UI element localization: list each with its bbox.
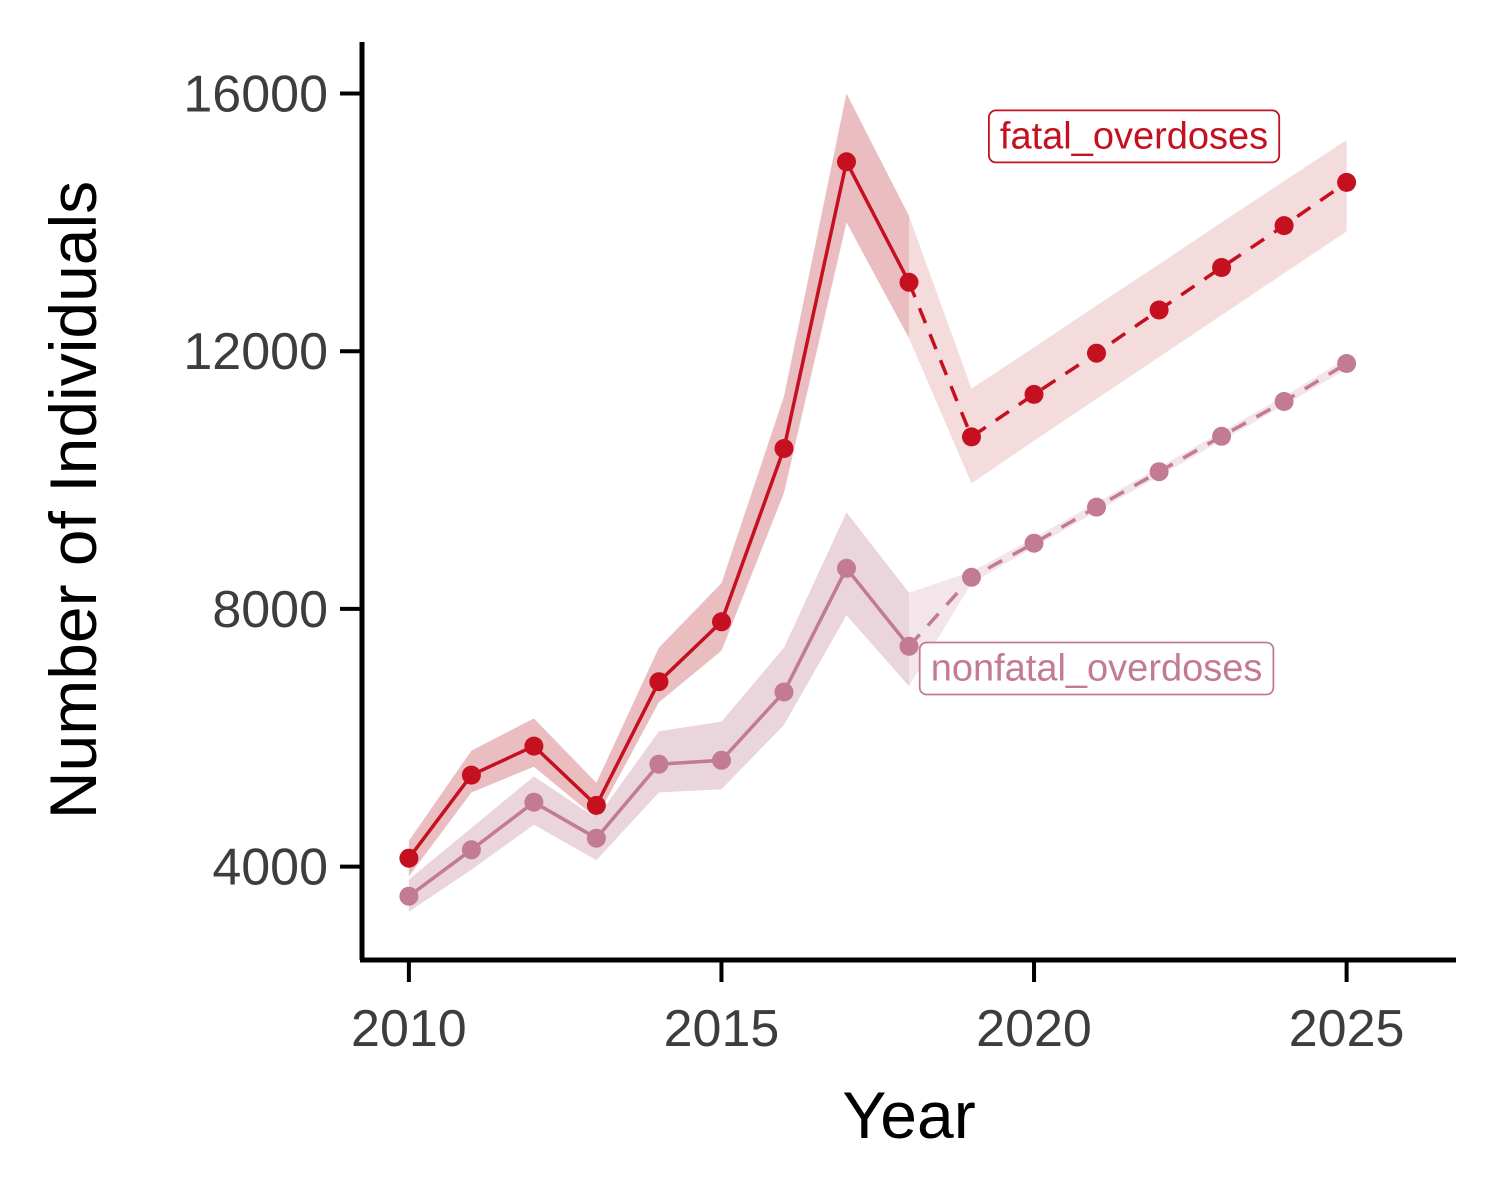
fatal_overdoses-point	[399, 848, 419, 868]
y-axis-title: Number of Individuals	[36, 181, 110, 819]
x-tick-label: 2025	[1289, 1000, 1405, 1058]
series-points	[399, 152, 1357, 906]
series-label-box	[988, 109, 1281, 164]
x-tick-label: 2010	[351, 1000, 467, 1058]
nonfatal_overdoses-observed-band	[408, 512, 909, 912]
nonfatal_overdoses-point	[1212, 426, 1232, 446]
fatal_overdoses-point	[1274, 216, 1294, 236]
fatal_overdoses-point	[524, 736, 544, 756]
series-labels: fatal_overdoses nonfatal_overdoses	[918, 109, 1281, 696]
nonfatal_overdoses-point	[774, 682, 794, 702]
series-label-text: fatal_overdoses	[1000, 115, 1268, 157]
nonfatal_overdoses-label: nonfatal_overdoses	[918, 641, 1275, 696]
nonfatal_overdoses-point	[1337, 354, 1357, 373]
nonfatal_overdoses-point	[962, 567, 981, 587]
nonfatal_overdoses-forecast-band	[909, 358, 1347, 687]
y-tick-label: 4000	[212, 839, 328, 897]
fatal_overdoses-point	[1149, 300, 1169, 320]
x-axis-title: Year	[842, 1078, 975, 1152]
fatal_overdoses-forecast-line	[907, 180, 1348, 440]
fatal_overdoses-point	[1087, 343, 1106, 363]
fatal_overdoses-point	[1024, 384, 1044, 404]
y-tick-label: 16000	[183, 66, 328, 124]
fatal_overdoses-point	[899, 272, 919, 292]
fatal_overdoses-point	[1337, 172, 1357, 192]
fatal_overdoses-point	[649, 672, 669, 692]
nonfatal_overdoses-point	[899, 636, 919, 656]
ticks: 2010 2015 2020 2025 4000 8000 12000 16000	[183, 66, 1404, 1058]
x-tick-label: 2015	[664, 1000, 780, 1058]
nonfatal_overdoses-point	[524, 792, 544, 812]
series-label-text: nonfatal_overdoses	[931, 648, 1263, 690]
fatal_overdoses-observed-band	[408, 93, 909, 877]
nonfatal_overdoses-point	[586, 828, 606, 848]
fatal_overdoses-forecast-band	[909, 139, 1347, 484]
fatal_overdoses-label: fatal_overdoses	[988, 109, 1281, 164]
nonfatal_overdoses-point	[461, 840, 481, 860]
fatal_overdoses-point	[712, 612, 731, 632]
axes	[359, 42, 1456, 963]
fatal_overdoses-point	[461, 765, 481, 785]
nonfatal_overdoses-point	[399, 886, 419, 906]
fatal_overdoses-point	[962, 427, 981, 447]
fatal_overdoses-point	[586, 795, 606, 815]
fatal_overdoses-point	[837, 152, 856, 172]
nonfatal_overdoses-point	[1274, 392, 1294, 411]
fatal_overdoses-point	[774, 439, 794, 458]
nonfatal_overdoses-point	[837, 558, 856, 578]
nonfatal_overdoses-point	[1024, 533, 1044, 553]
y-tick-label: 12000	[183, 323, 328, 381]
nonfatal_overdoses-point	[712, 750, 731, 770]
confidence-bands	[408, 93, 1347, 912]
nonfatal_overdoses-point	[649, 754, 669, 774]
nonfatal_overdoses-point	[1087, 497, 1106, 517]
nonfatal_overdoses-point	[1149, 462, 1169, 482]
x-tick-label: 2020	[976, 1000, 1092, 1058]
y-tick-label: 8000	[212, 581, 328, 639]
fatal_overdoses-point	[1212, 258, 1232, 277]
series-label-box	[918, 641, 1275, 696]
